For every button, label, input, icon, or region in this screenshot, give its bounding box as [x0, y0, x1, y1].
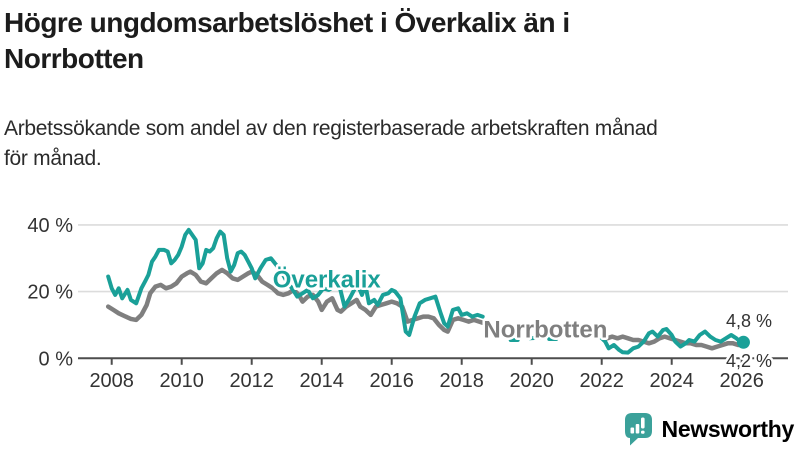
subtitle-line-2: för månad.	[4, 147, 102, 170]
x-tick-label: 2014	[299, 370, 344, 392]
page-title: Högre ungdomsarbetslöshet i Överkalix än…	[4, 5, 796, 77]
series-line-överkalix	[106, 227, 485, 337]
brand-name: Newsworthy	[661, 415, 795, 442]
annotation-label: Norrbotten	[483, 316, 607, 343]
chart-subtitle: Arbetssökande som andel av den registerb…	[4, 114, 796, 174]
newsworthy-logo: Newsworthy	[623, 411, 794, 447]
x-tick-label: 2022	[579, 370, 624, 392]
x-tick-label: 2016	[369, 370, 414, 392]
y-tick-label: 40 %	[27, 215, 73, 237]
subtitle-line-1: Arbetssökande som andel av den registerb…	[4, 117, 658, 140]
x-tick-label: 2008	[89, 370, 134, 392]
speech-bubble-bar-chart-icon	[624, 413, 652, 446]
series-line-norrbotten	[588, 331, 746, 351]
series-line-överkalix	[528, 335, 543, 341]
series-line-norrbotten	[105, 267, 491, 334]
x-tick-label: 2018	[439, 370, 484, 392]
annotation-label: Överkalix	[273, 266, 382, 293]
series-line-överkalix	[592, 327, 746, 355]
series-end-dot-överkalix	[736, 335, 750, 349]
y-tick-label: 0 %	[39, 348, 74, 370]
x-tick-label: 2020	[509, 370, 554, 392]
title-line-1: Högre ungdomsarbetslöshet i Överkalix än…	[4, 7, 570, 38]
title-line-2: Norrbotten	[4, 43, 144, 74]
x-tick-label: 2010	[159, 370, 204, 392]
x-tick-label: 2024	[649, 370, 694, 392]
annotation-label: 4,8 %	[726, 311, 772, 331]
y-tick-label: 20 %	[27, 282, 73, 304]
x-tick-label: 2026	[719, 370, 764, 392]
series-line-överkalix	[582, 333, 594, 338]
x-tick-label: 2012	[229, 370, 274, 392]
annotation-label: 4,2 %	[726, 351, 772, 371]
